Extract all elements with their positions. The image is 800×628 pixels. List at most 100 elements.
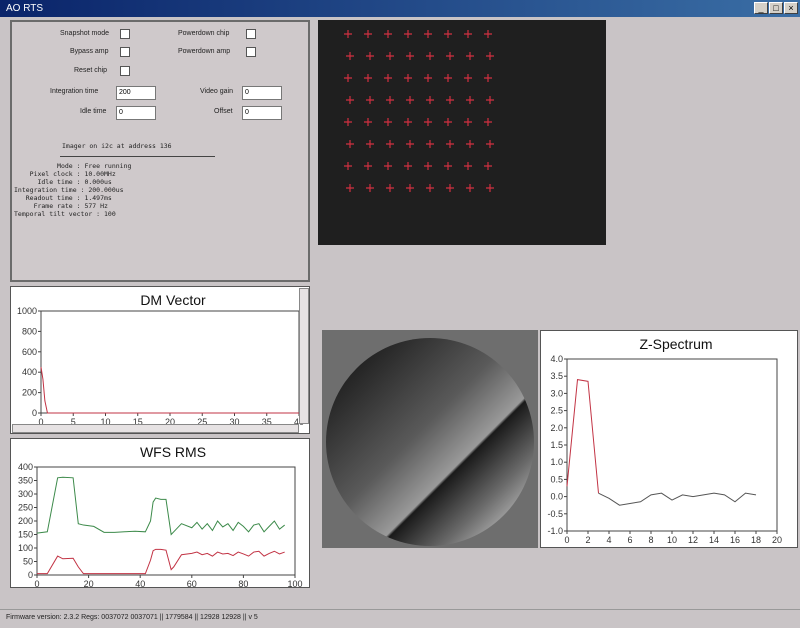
dm-vector-title: DM Vector bbox=[140, 292, 206, 308]
spot-marker bbox=[386, 96, 394, 104]
spot-marker bbox=[406, 52, 414, 60]
info-line-integration-time: Integration time : 200.000us bbox=[14, 186, 124, 194]
spot-marker bbox=[464, 30, 472, 38]
spot-marker bbox=[444, 162, 452, 170]
window-title: AO RTS bbox=[6, 3, 44, 14]
spot-marker bbox=[484, 30, 492, 38]
x-tick-label: 0 bbox=[38, 417, 43, 427]
x-tick-label: 80 bbox=[238, 579, 248, 589]
info-line-readout-time: Readout time : 1.497ms bbox=[14, 194, 112, 202]
spot-marker bbox=[406, 140, 414, 148]
x-tick-label: 20 bbox=[84, 579, 94, 589]
y-tick-label: -0.5 bbox=[547, 509, 563, 519]
dm-vector-hscrollbar[interactable] bbox=[12, 424, 299, 433]
spot-marker bbox=[424, 30, 432, 38]
spot-marker bbox=[386, 140, 394, 148]
offset-input[interactable]: 0 bbox=[242, 106, 282, 120]
y-tick-label: 50 bbox=[23, 557, 33, 567]
spot-marker bbox=[484, 74, 492, 82]
window-titlebar: AO RTS _ □ × bbox=[0, 0, 800, 17]
spot-marker bbox=[424, 118, 432, 126]
spot-marker bbox=[404, 162, 412, 170]
plot-frame bbox=[566, 358, 778, 532]
spot-marker bbox=[384, 118, 392, 126]
x-tick-label: 20 bbox=[165, 417, 175, 427]
spot-marker bbox=[484, 118, 492, 126]
spot-marker bbox=[404, 30, 412, 38]
y-tick-label: 800 bbox=[22, 326, 37, 336]
x-tick-label: 5 bbox=[71, 417, 76, 427]
dm-vector-vscrollbar[interactable] bbox=[299, 288, 309, 424]
info-line-frame-rate: Frame rate : 577 Hz bbox=[14, 202, 108, 210]
close-icon[interactable]: × bbox=[784, 2, 798, 14]
y-tick-label: 200 bbox=[22, 388, 37, 398]
y-tick-label: 250 bbox=[18, 503, 33, 513]
snapshot-mode-checkbox[interactable] bbox=[120, 29, 130, 39]
spot-marker bbox=[366, 184, 374, 192]
y-tick-label: 1.5 bbox=[550, 440, 563, 450]
y-tick-label: 400 bbox=[18, 462, 33, 472]
info-line-mode: Mode : Free running bbox=[14, 162, 132, 170]
spot-marker bbox=[366, 52, 374, 60]
spot-marker bbox=[486, 184, 494, 192]
y-tick-label: 300 bbox=[18, 489, 33, 499]
spot-marker bbox=[346, 52, 354, 60]
spot-marker bbox=[426, 96, 434, 104]
series-line-1 bbox=[37, 548, 285, 575]
spot-marker bbox=[364, 30, 372, 38]
integration-time-input[interactable]: 200 bbox=[116, 86, 156, 100]
y-tick-label: 3.0 bbox=[550, 388, 563, 398]
phase-map-disk bbox=[326, 338, 534, 546]
reset-chip-checkbox[interactable] bbox=[120, 66, 130, 76]
y-tick-label: 3.5 bbox=[550, 371, 563, 381]
spot-marker bbox=[404, 118, 412, 126]
minimize-icon[interactable]: _ bbox=[754, 2, 768, 14]
y-tick-label: 0 bbox=[32, 408, 37, 418]
spot-marker bbox=[464, 162, 472, 170]
spot-marker bbox=[424, 74, 432, 82]
powerdown-chip-label: Powerdown chip bbox=[178, 30, 230, 37]
bypass-amp-label: Bypass amp bbox=[70, 48, 109, 55]
x-tick-label: 12 bbox=[688, 535, 698, 545]
wfs-rms-plot: WFS RMS 400 350 300 250 200 150 100 50 0 0 20 40 60 8… bbox=[10, 438, 310, 589]
powerdown-chip-checkbox[interactable] bbox=[246, 29, 256, 39]
idle-time-input[interactable]: 0 bbox=[116, 106, 156, 120]
y-tick-label: 4.0 bbox=[550, 354, 563, 364]
spot-marker bbox=[406, 184, 414, 192]
phase-map bbox=[326, 338, 534, 546]
x-tick-label: 4 bbox=[606, 535, 611, 545]
y-tick-label: 0.5 bbox=[550, 474, 563, 484]
dm-vector-plot: DM Vector 1000 800 600 400 200 0 0 5 10 15 20 25 30 3… bbox=[10, 286, 310, 434]
spot-marker bbox=[384, 162, 392, 170]
video-gain-input[interactable]: 0 bbox=[242, 86, 282, 100]
y-tick-label: 0.0 bbox=[550, 492, 563, 502]
spot-marker bbox=[386, 52, 394, 60]
info-divider bbox=[60, 156, 215, 157]
maximize-icon[interactable]: □ bbox=[769, 2, 783, 14]
window-buttons: _ □ × bbox=[754, 2, 798, 14]
spot-marker bbox=[426, 52, 434, 60]
spot-marker bbox=[364, 118, 372, 126]
y-tick-label: 350 bbox=[18, 476, 33, 486]
integration-time-label: Integration time bbox=[50, 88, 99, 95]
z-spectrum-plot: Z-Spectrum 4.0 3.5 3.0 2.5 2.0 1.5 1.0 0.5 0.0 -0… bbox=[540, 330, 798, 548]
x-tick-label: 2 bbox=[585, 535, 590, 545]
x-tick-label: 0 bbox=[34, 579, 39, 589]
z-spectrum-title: Z-Spectrum bbox=[639, 336, 712, 352]
spot-marker bbox=[384, 74, 392, 82]
idle-time-label: Idle time bbox=[80, 108, 107, 115]
bypass-amp-checkbox[interactable] bbox=[120, 47, 130, 57]
x-tick-label: 25 bbox=[197, 417, 207, 427]
info-line-temporal-tilt: Temporal tilt vector : 100 bbox=[14, 210, 116, 218]
y-tick-label: 100 bbox=[18, 543, 33, 553]
spot-marker bbox=[486, 96, 494, 104]
y-tick-label: 1000 bbox=[17, 306, 37, 316]
y-tick-label: 2.5 bbox=[550, 406, 563, 416]
spot-marker bbox=[404, 74, 412, 82]
powerdown-amp-checkbox[interactable] bbox=[246, 47, 256, 57]
spot-marker bbox=[366, 140, 374, 148]
spot-marker bbox=[364, 162, 372, 170]
video-gain-label: Video gain bbox=[200, 88, 233, 95]
spot-marker bbox=[344, 162, 352, 170]
y-tick-label: 2.0 bbox=[550, 423, 563, 433]
